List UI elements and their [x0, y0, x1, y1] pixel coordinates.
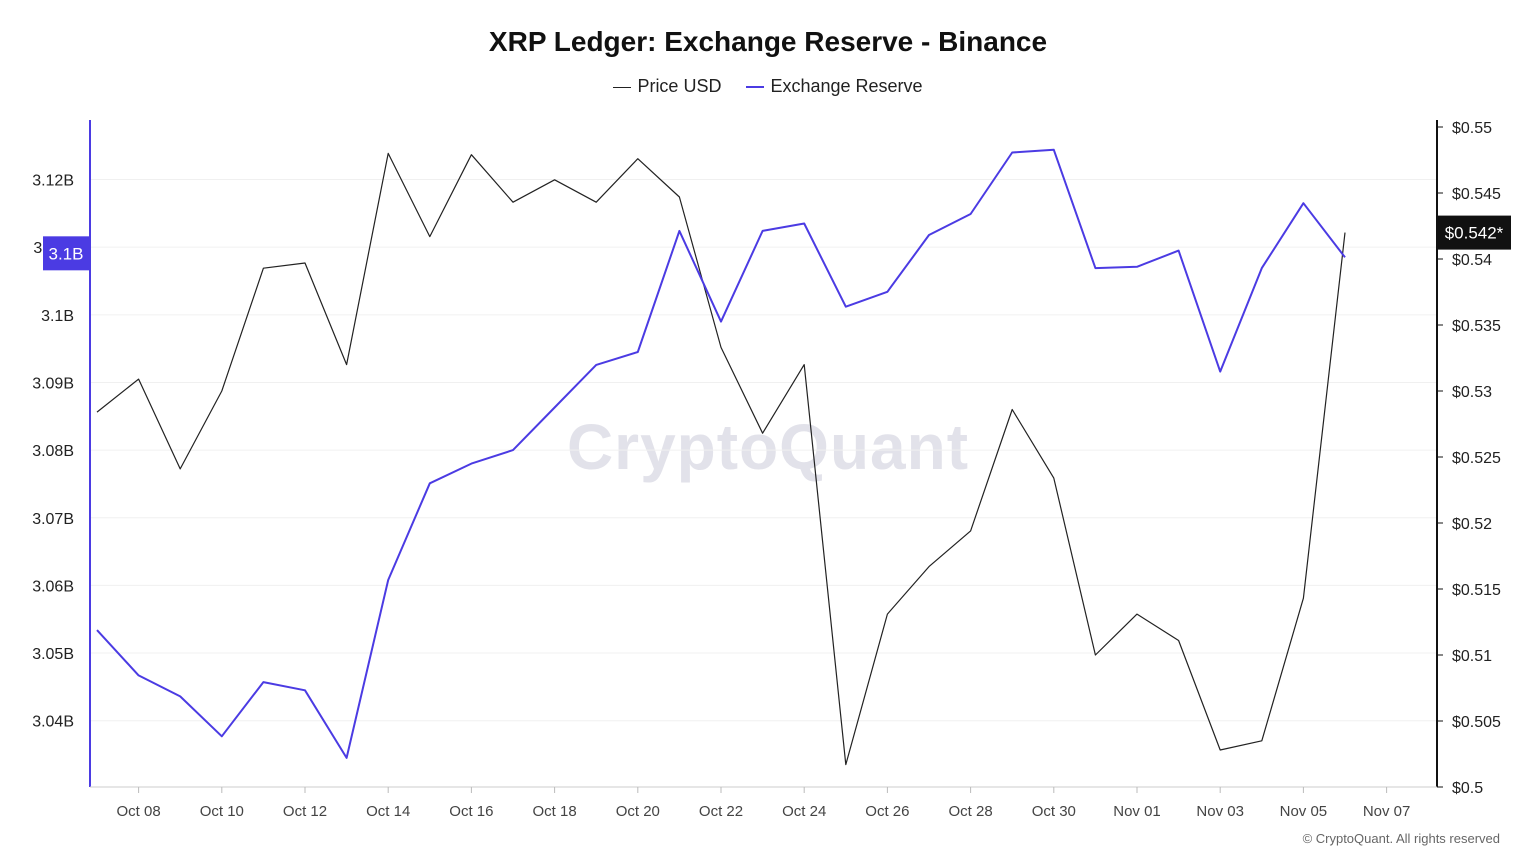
y-right-tick-label: $0.5	[1452, 780, 1483, 797]
y-left-tick-label: 3.12B	[32, 173, 74, 190]
y-right-tick-label: $0.54	[1452, 252, 1492, 269]
current-reserve-badge	[43, 236, 89, 271]
x-tick-label: Oct 26	[865, 803, 909, 820]
current-price-badge	[1438, 215, 1511, 250]
x-tick-label: Nov 05	[1280, 803, 1328, 820]
y-right-tick-label: $0.525	[1452, 450, 1501, 467]
legend-item-price[interactable]: Price USD	[613, 76, 721, 97]
current-price-badge-label: $0.542*	[1445, 224, 1504, 243]
y-right-tick-label: $0.515	[1452, 582, 1501, 599]
x-tick-label: Oct 28	[949, 803, 993, 820]
price-usd-line	[96, 152, 1346, 766]
y-left-tick-label: 3.07B	[32, 511, 74, 528]
y-right-tick-label: $0.545	[1452, 186, 1501, 203]
exchange-reserve-line	[96, 148, 1346, 759]
x-tick-label: Oct 10	[200, 803, 244, 820]
y-right-tick-label: $0.55	[1452, 120, 1492, 137]
x-tick-label: Oct 12	[283, 803, 327, 820]
x-tick-label: Oct 30	[1032, 803, 1076, 820]
x-tick-label: Oct 24	[782, 803, 826, 820]
y-left-tick-label: 3.04B	[32, 714, 74, 731]
x-tick-label: Oct 16	[449, 803, 493, 820]
x-tick-label: Oct 18	[533, 803, 577, 820]
x-tick-label: Nov 07	[1363, 803, 1411, 820]
y-left-tick-label: 3.06B	[32, 578, 74, 595]
y-right-tick-label: $0.51	[1452, 648, 1492, 665]
legend-item-reserve[interactable]: Exchange Reserve	[746, 76, 923, 97]
current-reserve-badge-label: 3.1B	[49, 244, 84, 263]
x-tick-label: Oct 20	[616, 803, 660, 820]
x-tick-label: Oct 22	[699, 803, 743, 820]
x-tick-label: Oct 14	[366, 803, 410, 820]
y-right-tick-label: $0.505	[1452, 714, 1501, 731]
x-tick-label: Nov 01	[1113, 803, 1161, 820]
y-right-tick-label: $0.535	[1452, 318, 1501, 335]
copyright-notice: © CryptoQuant. All rights reserved	[1302, 831, 1500, 846]
legend-swatch-reserve	[746, 86, 765, 89]
y-left-tick-label: 3.09B	[32, 375, 74, 392]
chart-legend: Price USD Exchange Reserve	[0, 76, 1536, 97]
chart-title: XRP Ledger: Exchange Reserve - Binance	[488, 26, 1048, 57]
y-left-tick-label: 3.1B	[41, 308, 74, 325]
legend-label-reserve: Exchange Reserve	[770, 76, 923, 96]
y-left-tick-label: 3.05B	[32, 646, 74, 663]
y-left-tick-label: 3.08B	[32, 443, 74, 460]
y-right-tick-label: $0.52	[1452, 516, 1492, 533]
y-right-tick-label: $0.53	[1452, 384, 1492, 401]
x-tick-label: Nov 03	[1196, 803, 1244, 820]
x-tick-label: Oct 08	[117, 803, 161, 820]
legend-swatch-price	[613, 86, 632, 88]
legend-label-price: Price USD	[637, 76, 722, 96]
